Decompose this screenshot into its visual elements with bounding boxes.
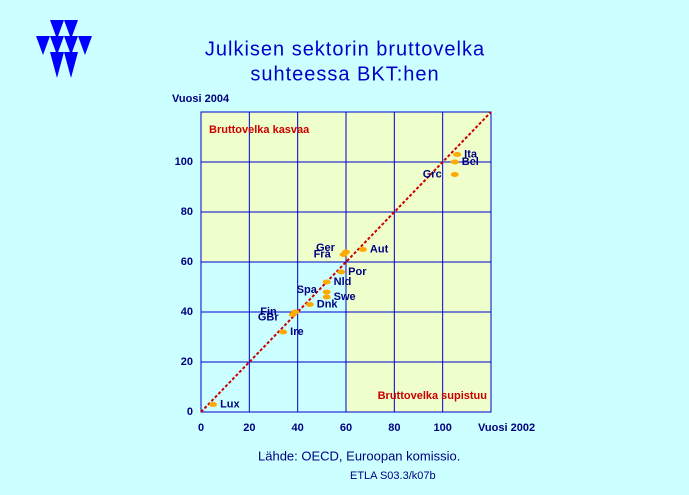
point-label: Swe: [334, 291, 356, 303]
logo: [36, 20, 92, 78]
point-label: Nld: [334, 276, 352, 288]
diagonal: [200, 111, 492, 413]
region: [201, 262, 346, 412]
point: [358, 247, 367, 252]
y-axis-label: Vuosi 2004: [172, 93, 230, 105]
x-tick-label: 60: [340, 422, 352, 434]
point: [450, 172, 459, 177]
point: [288, 312, 297, 317]
point: [305, 302, 314, 307]
point-label: Por: [348, 266, 367, 278]
source: Lähde: OECD, Euroopan komissio.: [258, 448, 460, 463]
point-label: Grc: [423, 168, 442, 180]
x-tick-label: 100: [433, 422, 451, 434]
point: [453, 152, 462, 157]
point: [209, 402, 218, 407]
point-label: Aut: [370, 243, 389, 255]
x-tick-label: 40: [292, 422, 304, 434]
point: [337, 269, 346, 275]
point-label: Spa: [297, 284, 318, 296]
point: [342, 249, 350, 255]
x-tick-label: 80: [388, 422, 400, 434]
y-tick-label: 0: [187, 406, 193, 418]
point-label: Fin: [260, 306, 277, 318]
point: [322, 279, 331, 285]
point-label: Dnk: [317, 298, 339, 310]
point-label: GBr: [258, 311, 280, 323]
chart-title: Julkisen sektorin bruttovelka: [205, 38, 485, 60]
point-label: Ger: [316, 242, 336, 254]
y-tick-label: 80: [181, 206, 193, 218]
x-tick-label: 0: [198, 422, 204, 434]
annotation: Bruttovelka supistuu: [378, 390, 487, 402]
y-tick-label: 40: [181, 306, 193, 318]
y-tick-label: 60: [181, 256, 193, 268]
point: [322, 294, 331, 300]
annotation: Bruttovelka kasvaa: [209, 124, 310, 136]
x-tick-label: 20: [243, 422, 255, 434]
y-tick-label: 100: [175, 156, 193, 168]
point-label: Bel: [462, 156, 479, 168]
point: [279, 329, 288, 335]
point: [450, 159, 459, 165]
point-label: Ita: [464, 148, 478, 160]
point-label: Lux: [220, 398, 240, 410]
x-axis-label: Vuosi 2002: [478, 422, 535, 434]
chart-title: suhteessa BKT:hen: [250, 63, 439, 85]
y-tick-label: 20: [181, 356, 193, 368]
point: [322, 289, 331, 295]
point-label: Ire: [290, 326, 303, 338]
source: ETLA S03.3/k07b: [350, 470, 436, 482]
point-label: Fra: [314, 248, 332, 260]
plot-border: [200, 111, 492, 413]
